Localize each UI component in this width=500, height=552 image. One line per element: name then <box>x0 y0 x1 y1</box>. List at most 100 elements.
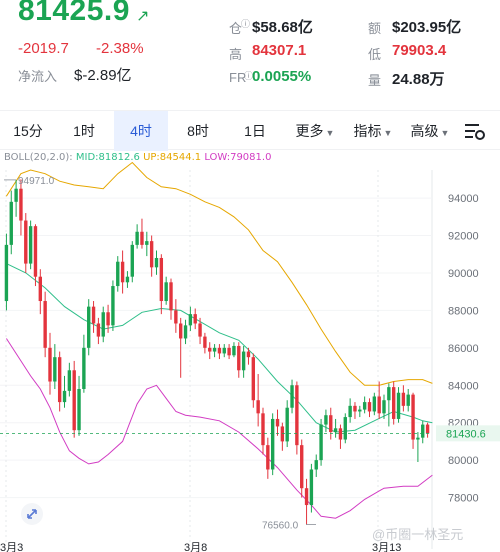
expand-icon[interactable] <box>20 502 44 526</box>
candle-body <box>319 424 323 461</box>
info-icon[interactable]: ⓘ <box>244 71 254 81</box>
candle-body <box>227 347 231 356</box>
candle-body <box>246 351 251 358</box>
stat-value: 0.0055% <box>252 68 312 85</box>
candle-body <box>416 437 420 440</box>
candle-body <box>4 244 9 302</box>
info-icon[interactable]: ⓘ <box>241 19 251 29</box>
candle-body <box>241 351 246 371</box>
tab-0[interactable]: 15分 <box>6 111 50 151</box>
candle-body <box>348 405 352 418</box>
candle-body <box>135 231 139 245</box>
candle-body <box>232 345 236 356</box>
candle-body <box>57 357 62 403</box>
candle-body <box>82 347 86 389</box>
candle-body <box>91 306 96 324</box>
boll-legend: BOLL(20,2.0): MID:81812.6 UP:84544.1 LOW… <box>4 152 271 163</box>
candle-body <box>140 231 144 245</box>
candle-body <box>198 323 202 337</box>
candle-body <box>203 336 207 348</box>
candle-body <box>367 402 372 412</box>
high-annotation: 94971.0 <box>18 176 55 187</box>
candle-body <box>120 261 125 283</box>
candle-body <box>130 244 134 277</box>
candle-body <box>222 347 226 354</box>
trend-up-arrow-icon: ↗ <box>136 8 150 25</box>
candle-body <box>280 426 285 442</box>
tab-label: 指标 <box>353 123 382 139</box>
boll-mid-line <box>6 263 433 433</box>
candle-body <box>353 405 357 412</box>
ticker-header: 81425.9 ↗ -2019.7 -2.38% 净流入 $-2.89亿 仓 ⓘ $… <box>0 0 500 100</box>
candle-body <box>358 409 362 412</box>
boll-up: UP:84544.1 <box>143 152 202 163</box>
current-price-badge <box>436 425 500 442</box>
y-tick-label: 90000 <box>448 268 479 280</box>
x-tick-label: 3月13 <box>372 542 401 552</box>
stat-value: 79903.4 <box>392 42 447 59</box>
candle-body <box>178 323 183 339</box>
candle-body <box>101 312 105 337</box>
candle-body <box>96 323 101 337</box>
candle-body <box>295 385 299 446</box>
tab-1[interactable]: 1时 <box>56 111 112 151</box>
candle-body <box>382 400 386 414</box>
stat-label: FR <box>229 70 247 85</box>
timeframe-tabs: 15分 1时 4时 8时 1日 更多 ▼ 指标 ▼ 高级 ▼ <box>0 110 500 151</box>
tab-6[interactable]: 指标 ▼ <box>344 111 402 151</box>
candle-body <box>377 396 381 414</box>
candle-body <box>169 282 173 311</box>
candle-body <box>338 428 343 440</box>
tab-5[interactable]: 更多 ▼ <box>288 111 342 151</box>
y-tick-label: 80000 <box>448 455 479 467</box>
y-tick-label: 94000 <box>448 193 479 205</box>
y-tick-label: 92000 <box>448 231 479 243</box>
candle-body <box>193 314 197 324</box>
candle-body <box>411 394 415 440</box>
tab-4[interactable]: 1日 <box>228 111 282 151</box>
boll-name: BOLL(20,2.0): <box>4 152 73 163</box>
candle-body <box>421 424 425 438</box>
candle-body <box>183 325 188 339</box>
candle-body <box>314 460 318 470</box>
x-tick-label: 3月3 <box>0 542 23 552</box>
candle-body <box>19 188 23 221</box>
candle-body <box>77 389 81 431</box>
watermark: @币圈一林圣元 <box>372 527 464 542</box>
candle-body <box>387 387 391 401</box>
price-change-percent: -2.38% <box>96 40 144 57</box>
candlestick-chart[interactable]: 9400092000900008800086000840008200080000… <box>0 150 500 552</box>
candle-body <box>33 226 38 277</box>
candle-body <box>251 357 256 401</box>
candle-body <box>217 347 222 354</box>
candle-body <box>111 286 115 326</box>
tab-7[interactable]: 高级 ▼ <box>404 111 456 151</box>
candle-body <box>188 314 193 326</box>
candle-body <box>266 445 270 470</box>
candle-body <box>174 310 178 324</box>
candle-body <box>87 306 91 348</box>
candle-body <box>285 407 289 442</box>
y-tick-label: 78000 <box>448 493 479 505</box>
boll-low-line <box>5 338 433 519</box>
candle-body <box>329 415 333 433</box>
netflow-label: 净流入 <box>18 69 58 84</box>
x-tick-label: 3月8 <box>184 542 207 552</box>
candle-body <box>261 413 265 446</box>
tab-label: 4时 <box>130 123 152 139</box>
candle-body <box>333 428 338 433</box>
stat-value: $58.68亿 <box>252 19 313 36</box>
candle-body <box>38 276 43 302</box>
stat-value: 84307.1 <box>252 42 307 59</box>
stat-label: 低 <box>368 47 382 62</box>
stat-label: 高 <box>229 47 243 62</box>
candle-body <box>372 396 377 412</box>
candle-body <box>67 370 72 391</box>
candle-body <box>324 415 328 425</box>
tab-2[interactable]: 4时 <box>114 111 168 151</box>
candle-body <box>164 282 168 302</box>
candle-body <box>145 241 149 245</box>
tab-3[interactable]: 8时 <box>170 111 226 151</box>
chart-settings-icon[interactable] <box>462 121 486 141</box>
candle-body <box>9 201 13 245</box>
